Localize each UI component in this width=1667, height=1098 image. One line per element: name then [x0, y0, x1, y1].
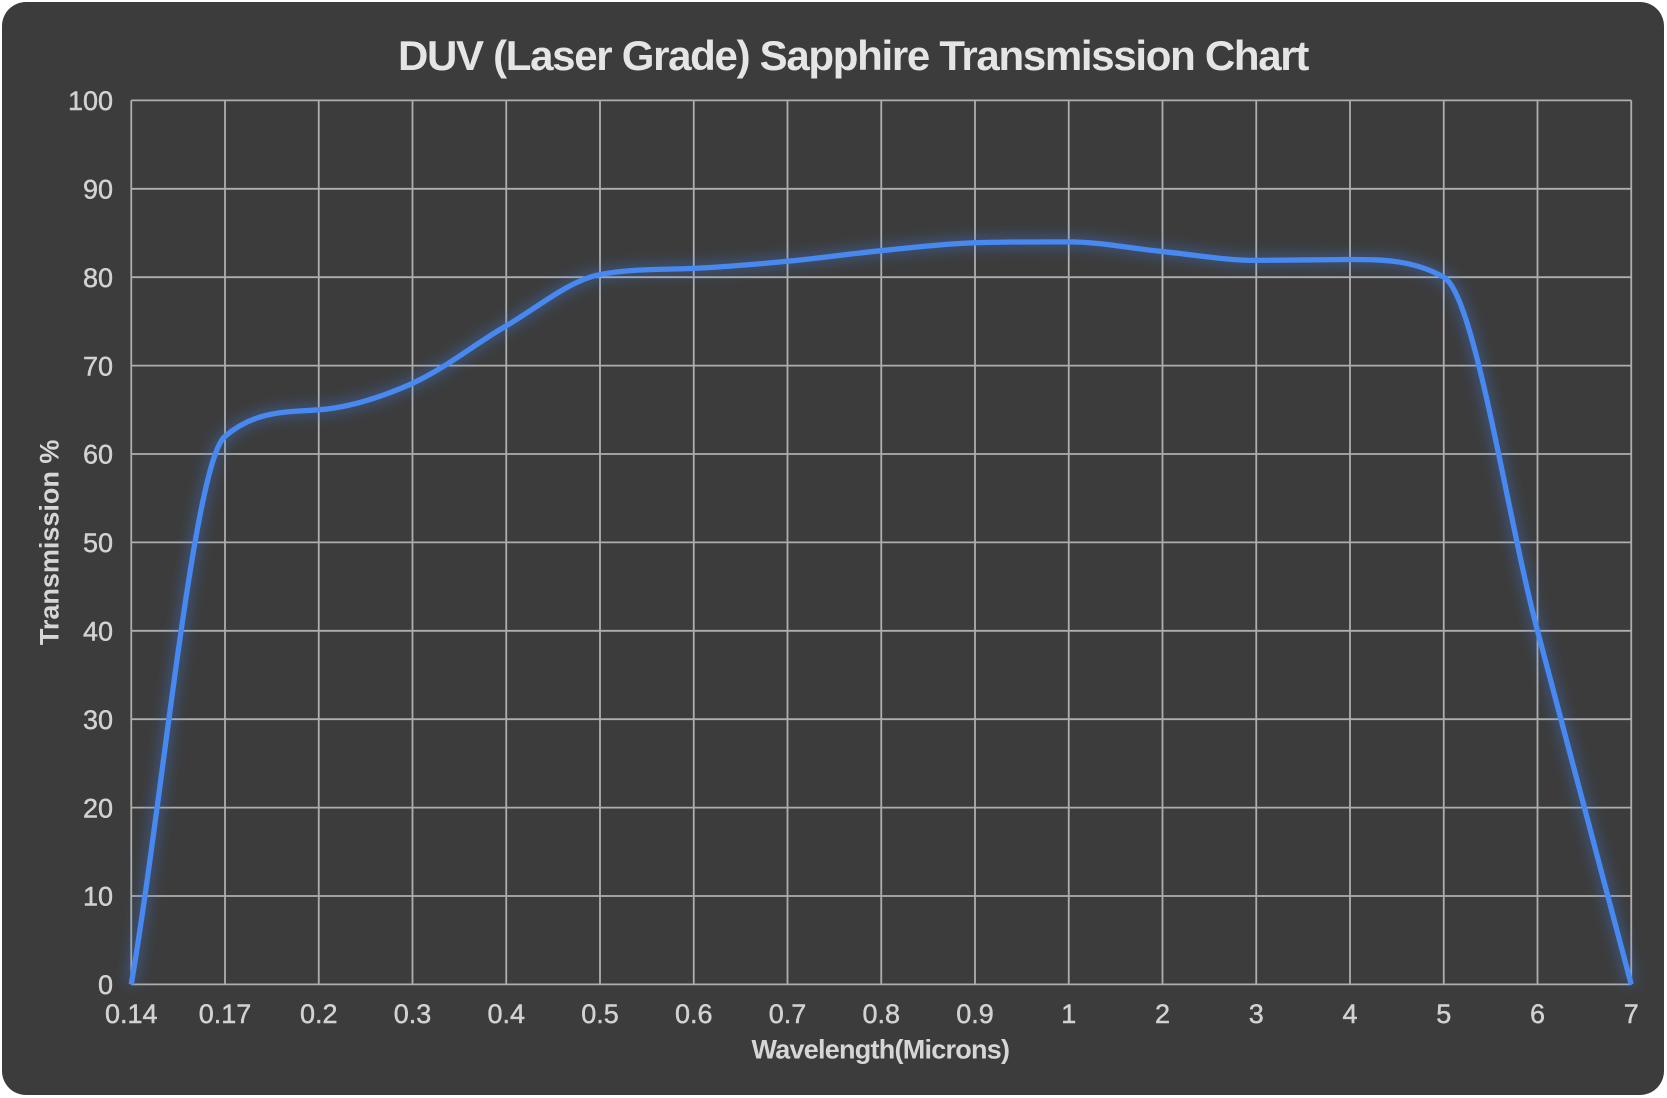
svg-text:90: 90	[83, 175, 113, 205]
svg-text:0: 0	[98, 970, 113, 1000]
svg-text:60: 60	[83, 440, 113, 470]
svg-text:0.9: 0.9	[956, 999, 994, 1029]
svg-text:50: 50	[83, 528, 113, 558]
svg-text:0.8: 0.8	[862, 999, 900, 1029]
svg-text:0.7: 0.7	[769, 999, 807, 1029]
svg-text:10: 10	[83, 882, 113, 912]
svg-text:40: 40	[83, 617, 113, 647]
svg-text:0.5: 0.5	[581, 999, 619, 1029]
svg-text:30: 30	[83, 705, 113, 735]
svg-text:0.4: 0.4	[487, 999, 525, 1029]
svg-text:0.6: 0.6	[675, 999, 713, 1029]
svg-text:0.2: 0.2	[300, 999, 338, 1029]
svg-text:100: 100	[68, 86, 113, 116]
svg-text:0.14: 0.14	[105, 999, 158, 1029]
svg-text:DUV (Laser Grade) Sapphire Tra: DUV (Laser Grade) Sapphire Transmission …	[398, 32, 1309, 79]
svg-text:0.17: 0.17	[199, 999, 252, 1029]
svg-text:Wavelength(Microns): Wavelength(Microns)	[752, 1035, 1010, 1065]
svg-text:4: 4	[1342, 999, 1357, 1029]
svg-text:0.3: 0.3	[394, 999, 432, 1029]
svg-text:2: 2	[1155, 999, 1170, 1029]
svg-text:6: 6	[1530, 999, 1545, 1029]
svg-text:80: 80	[83, 263, 113, 293]
svg-text:3: 3	[1249, 999, 1264, 1029]
svg-text:Transmission %: Transmission %	[35, 440, 65, 646]
svg-text:5: 5	[1436, 999, 1451, 1029]
svg-text:70: 70	[83, 351, 113, 381]
svg-text:7: 7	[1624, 999, 1639, 1029]
svg-text:1: 1	[1061, 999, 1076, 1029]
svg-text:20: 20	[83, 793, 113, 823]
